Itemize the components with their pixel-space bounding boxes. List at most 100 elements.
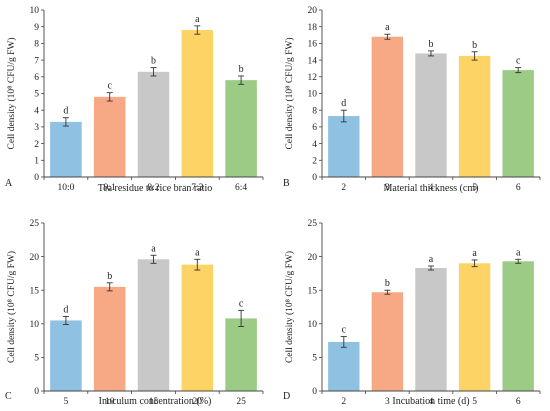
significance-letter: a bbox=[385, 22, 390, 33]
y-tick-label: 14 bbox=[308, 56, 318, 66]
y-tick-label: 0 bbox=[312, 387, 317, 397]
x-tick-label: 4 bbox=[429, 397, 434, 406]
x-tick-label: 8:2 bbox=[147, 183, 159, 193]
error-bar-c-1 bbox=[106, 282, 113, 292]
error-bar-a-4 bbox=[238, 75, 245, 85]
chart-panel-d: c 2 b 3 a 4 a 5 a 6 0 5 10 15 20 25 Cell density (10⁸ CF… bbox=[283, 219, 541, 407]
y-tick-label: 15 bbox=[30, 286, 40, 296]
x-tick-label: 6:4 bbox=[235, 183, 247, 193]
chart-panel-b: d 2 a 3 b 4 b 5 c 6 0 2 4 6 8 10 12 14 16 18 20 Cell density … bbox=[283, 6, 541, 194]
significance-letter: a bbox=[151, 243, 156, 254]
y-tick-label: 4 bbox=[312, 140, 317, 150]
y-axis-label: Cell density (10⁸ CFU/g FW) bbox=[6, 251, 17, 363]
panel-label: A bbox=[5, 178, 13, 189]
significance-letter: b bbox=[239, 64, 244, 75]
error-bar-c-3 bbox=[194, 258, 201, 271]
y-tick-label: 20 bbox=[308, 253, 318, 263]
bar-c-0 bbox=[50, 320, 82, 391]
y-axis-label: Cell density (10⁸ CFU/g FW) bbox=[6, 37, 17, 149]
y-tick-label: 5 bbox=[34, 90, 39, 100]
significance-letter: c bbox=[516, 56, 521, 67]
y-axis-label: Cell density (10⁸ CFU/g FW) bbox=[284, 251, 295, 363]
x-axis-label: Incubation time (d) bbox=[392, 396, 469, 406]
y-tick-label: 5 bbox=[34, 354, 39, 364]
y-tick-label: 12 bbox=[308, 73, 318, 83]
x-tick-label: 3 bbox=[385, 397, 390, 406]
error-bar-d-2 bbox=[428, 265, 434, 271]
chart-panel-a: d 10:0 c 9:1 b 8:2 a 7:3 b 6:4 0 1 2 3 4 5 6 7 8 9 10 Cell de… bbox=[5, 6, 264, 194]
x-tick-label: 15 bbox=[149, 397, 159, 406]
bar-b-0 bbox=[328, 116, 360, 177]
bar-c-1 bbox=[93, 286, 126, 391]
significance-letter: b bbox=[429, 39, 434, 50]
y-tick-label: 4 bbox=[34, 106, 39, 116]
y-tick-label: 8 bbox=[34, 40, 39, 50]
significance-letter: b bbox=[472, 40, 477, 51]
bar-a-0 bbox=[50, 121, 82, 177]
error-bar-d-4 bbox=[515, 258, 522, 264]
bar-a-1 bbox=[93, 96, 126, 177]
y-tick-label: 5 bbox=[312, 354, 317, 364]
y-tick-label: 1 bbox=[34, 157, 39, 167]
x-tick-label: 5 bbox=[472, 183, 477, 193]
significance-letter: c bbox=[239, 298, 244, 309]
x-tick-label: 20 bbox=[193, 397, 203, 406]
error-bar-a-1 bbox=[106, 92, 113, 102]
error-bar-d-0 bbox=[340, 336, 347, 348]
y-tick-label: 0 bbox=[34, 387, 39, 397]
error-bar-b-2 bbox=[428, 50, 434, 57]
significance-letter: b bbox=[385, 278, 390, 289]
x-axis-label: Material thickness (cm) bbox=[384, 183, 479, 194]
bar-d-2 bbox=[415, 268, 447, 391]
y-tick-label: 2 bbox=[312, 157, 317, 167]
significance-letter: c bbox=[342, 325, 347, 336]
significance-letter: b bbox=[151, 56, 156, 67]
y-tick-label: 9 bbox=[34, 23, 39, 33]
y-tick-label: 0 bbox=[34, 173, 39, 183]
significance-letter: a bbox=[472, 248, 477, 259]
x-tick-label: 5 bbox=[472, 397, 477, 406]
bar-a-4 bbox=[225, 80, 257, 177]
y-tick-label: 7 bbox=[34, 56, 39, 66]
panel-label: B bbox=[283, 178, 290, 189]
x-tick-label: 6 bbox=[516, 183, 521, 193]
x-tick-label: 10 bbox=[105, 397, 115, 406]
x-axis-label: Tea residue to rice bran ratio bbox=[98, 183, 213, 194]
bar-c-4 bbox=[225, 318, 257, 391]
x-tick-label: 5 bbox=[64, 397, 69, 406]
y-tick-label: 20 bbox=[308, 6, 318, 16]
error-bar-a-2 bbox=[150, 67, 157, 77]
y-tick-label: 0 bbox=[312, 173, 317, 183]
x-tick-label: 10:0 bbox=[57, 183, 74, 193]
panel-label: C bbox=[5, 391, 12, 402]
significance-letter: d bbox=[63, 106, 68, 117]
bar-d-4 bbox=[502, 261, 534, 391]
bar-d-3 bbox=[458, 263, 491, 391]
error-bar-b-0 bbox=[340, 109, 347, 123]
bar-a-3 bbox=[181, 30, 214, 177]
bar-b-1 bbox=[371, 36, 404, 177]
y-tick-label: 10 bbox=[30, 6, 40, 16]
error-bar-b-3 bbox=[471, 51, 478, 61]
y-tick-label: 6 bbox=[34, 73, 39, 83]
x-tick-label: 4 bbox=[429, 183, 434, 193]
error-bar-c-0 bbox=[62, 315, 69, 325]
error-bar-c-2 bbox=[150, 254, 157, 264]
error-bar-c-4 bbox=[238, 309, 245, 327]
x-tick-label: 9:1 bbox=[104, 183, 116, 193]
significance-letter: a bbox=[195, 247, 200, 258]
y-tick-label: 18 bbox=[308, 23, 318, 33]
error-bar-d-3 bbox=[471, 259, 478, 268]
bar-c-2 bbox=[137, 259, 170, 391]
significance-letter: c bbox=[107, 81, 112, 92]
error-bar-d-1 bbox=[384, 289, 391, 295]
error-bar-b-4 bbox=[515, 67, 522, 74]
panel-label: D bbox=[283, 391, 290, 402]
y-tick-label: 3 bbox=[34, 123, 39, 133]
y-tick-label: 10 bbox=[30, 320, 40, 330]
chart-panel-c: d 5 b 10 a 15 a 20 c 25 0 5 10 15 20 25 Cell density (10… bbox=[5, 219, 264, 407]
significance-letter: a bbox=[516, 247, 521, 258]
bar-c-3 bbox=[181, 264, 214, 391]
y-tick-label: 25 bbox=[308, 219, 318, 229]
